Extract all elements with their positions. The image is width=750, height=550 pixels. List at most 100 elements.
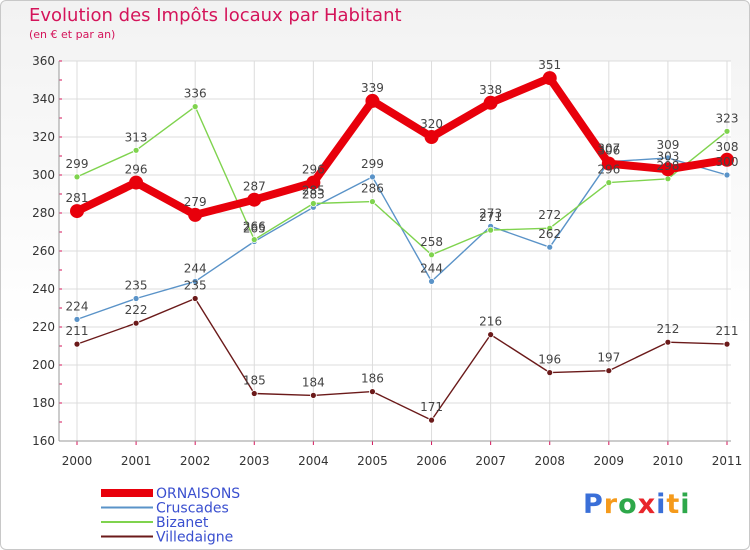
logo-letter: P — [583, 489, 604, 520]
data-label-ornaisons: 279 — [184, 195, 207, 209]
data-label-bizanet: 299 — [66, 157, 89, 171]
data-point-cruscades — [664, 154, 672, 162]
data-label-cruscades: 283 — [302, 187, 325, 201]
data-label-cruscades: 309 — [656, 138, 679, 152]
data-label-bizanet: 286 — [361, 182, 384, 196]
proxiti-logo: Proxiti — [583, 489, 691, 520]
data-point-bizanet — [487, 226, 495, 234]
data-point-bizanet — [132, 146, 140, 154]
data-point-villedaigne — [546, 369, 554, 377]
data-label-cruscades: 244 — [420, 261, 443, 275]
x-tick-label: 2006 — [416, 454, 447, 468]
data-point-ornaisons — [129, 175, 144, 190]
x-tick-label: 2003 — [239, 454, 270, 468]
data-label-cruscades: 235 — [125, 279, 148, 293]
data-point-cruscades — [369, 173, 376, 181]
x-tick-label: 2000 — [62, 454, 93, 468]
data-label-bizanet: 272 — [538, 208, 561, 222]
legend-label-bizanet: Bizanet — [156, 515, 209, 531]
data-label-villedaigne: 235 — [184, 279, 207, 293]
data-point-villedaigne — [369, 388, 376, 396]
y-tick-label: 300 — [32, 168, 55, 182]
y-tick-label: 340 — [32, 92, 55, 106]
data-point-villedaigne — [723, 340, 731, 348]
y-tick-label: 160 — [32, 434, 55, 448]
logo-letter: t — [666, 489, 681, 520]
data-label-bizanet: 285 — [302, 184, 325, 198]
series-line-bizanet — [76, 105, 728, 256]
y-tick-label: 220 — [32, 320, 55, 334]
x-tick-label: 2005 — [357, 454, 388, 468]
series-line-villedaigne — [76, 297, 728, 421]
data-label-cruscades: 273 — [479, 206, 502, 220]
data-label-bizanet: 323 — [716, 111, 739, 125]
data-point-bizanet — [369, 198, 376, 206]
data-label-ornaisons: 320 — [420, 117, 443, 131]
data-point-bizanet — [309, 200, 317, 207]
data-point-villedaigne — [428, 416, 435, 424]
data-label-ornaisons: 351 — [538, 58, 561, 72]
data-label-villedaigne: 171 — [420, 400, 443, 414]
data-label-ornaisons: 303 — [656, 149, 679, 163]
x-tick-label: 2010 — [653, 454, 684, 468]
data-point-bizanet — [428, 251, 435, 259]
data-label-villedaigne: 196 — [538, 353, 561, 367]
data-label-villedaigne: 184 — [302, 375, 325, 389]
data-label-villedaigne: 212 — [656, 322, 679, 336]
y-tick-label: 360 — [32, 54, 55, 68]
x-tick-label: 2008 — [534, 454, 565, 468]
data-point-cruscades — [723, 171, 731, 179]
data-label-cruscades: 265 — [243, 222, 266, 236]
data-label-ornaisons: 306 — [597, 144, 620, 158]
data-label-bizanet: 336 — [184, 87, 207, 101]
data-point-ornaisons — [601, 156, 616, 171]
x-tick-label: 2007 — [475, 454, 506, 468]
data-point-cruscades — [546, 243, 554, 251]
logo-letter: r — [603, 489, 619, 520]
x-tick-label: 2004 — [298, 454, 329, 468]
data-point-cruscades — [73, 315, 81, 323]
data-label-cruscades: 300 — [716, 155, 739, 169]
data-label-bizanet: 298 — [656, 159, 679, 173]
logo-letter: i — [680, 489, 691, 520]
legend-label-ornaisons: ORNAISONS — [156, 486, 240, 502]
data-label-ornaisons: 308 — [716, 140, 739, 154]
data-label-villedaigne: 197 — [597, 351, 620, 365]
data-label-cruscades: 262 — [538, 227, 561, 241]
data-label-villedaigne: 222 — [125, 303, 148, 317]
legend-label-cruscades: Cruscades — [156, 501, 229, 517]
data-label-ornaisons: 287 — [243, 180, 266, 194]
data-label-villedaigne: 216 — [479, 315, 502, 329]
data-point-ornaisons — [70, 204, 84, 219]
data-point-ornaisons — [365, 93, 380, 108]
x-tick-label: 2011 — [712, 454, 743, 468]
label-layer: 211 222 235 185 184 186 171 216 196 197 212 211 224 2… — [66, 58, 739, 414]
data-label-cruscades: 244 — [184, 261, 207, 275]
data-point-bizanet — [191, 103, 199, 110]
data-label-ornaisons: 339 — [361, 81, 384, 95]
y-tick-label: 180 — [32, 396, 55, 410]
data-point-cruscades — [428, 277, 435, 285]
data-label-bizanet: 296 — [597, 163, 620, 177]
data-point-villedaigne — [73, 340, 81, 348]
data-label-bizanet: 271 — [479, 210, 502, 224]
data-point-bizanet — [723, 127, 731, 135]
data-label-bizanet: 266 — [243, 220, 266, 234]
data-label-cruscades: 299 — [361, 157, 384, 171]
data-point-ornaisons — [483, 95, 498, 110]
data-point-ornaisons — [660, 162, 675, 177]
data-point-villedaigne — [191, 295, 199, 302]
data-point-villedaigne — [132, 319, 140, 327]
axis-layer: 160 180 200 220 240 260 280 300 320 340 360 2000 200… — [32, 54, 742, 468]
y-tick-label: 260 — [32, 244, 55, 258]
data-label-villedaigne: 186 — [361, 372, 384, 386]
data-label-ornaisons: 281 — [66, 191, 89, 205]
data-point-bizanet — [605, 179, 613, 187]
chart-title: Evolution des Impôts locaux par Habitant — [29, 5, 402, 26]
logo-letter: o — [618, 489, 638, 520]
series-line-ornaisons — [73, 74, 731, 219]
data-label-villedaigne: 211 — [66, 324, 89, 338]
legend-label-villedaigne: Villedaigne — [156, 530, 233, 546]
